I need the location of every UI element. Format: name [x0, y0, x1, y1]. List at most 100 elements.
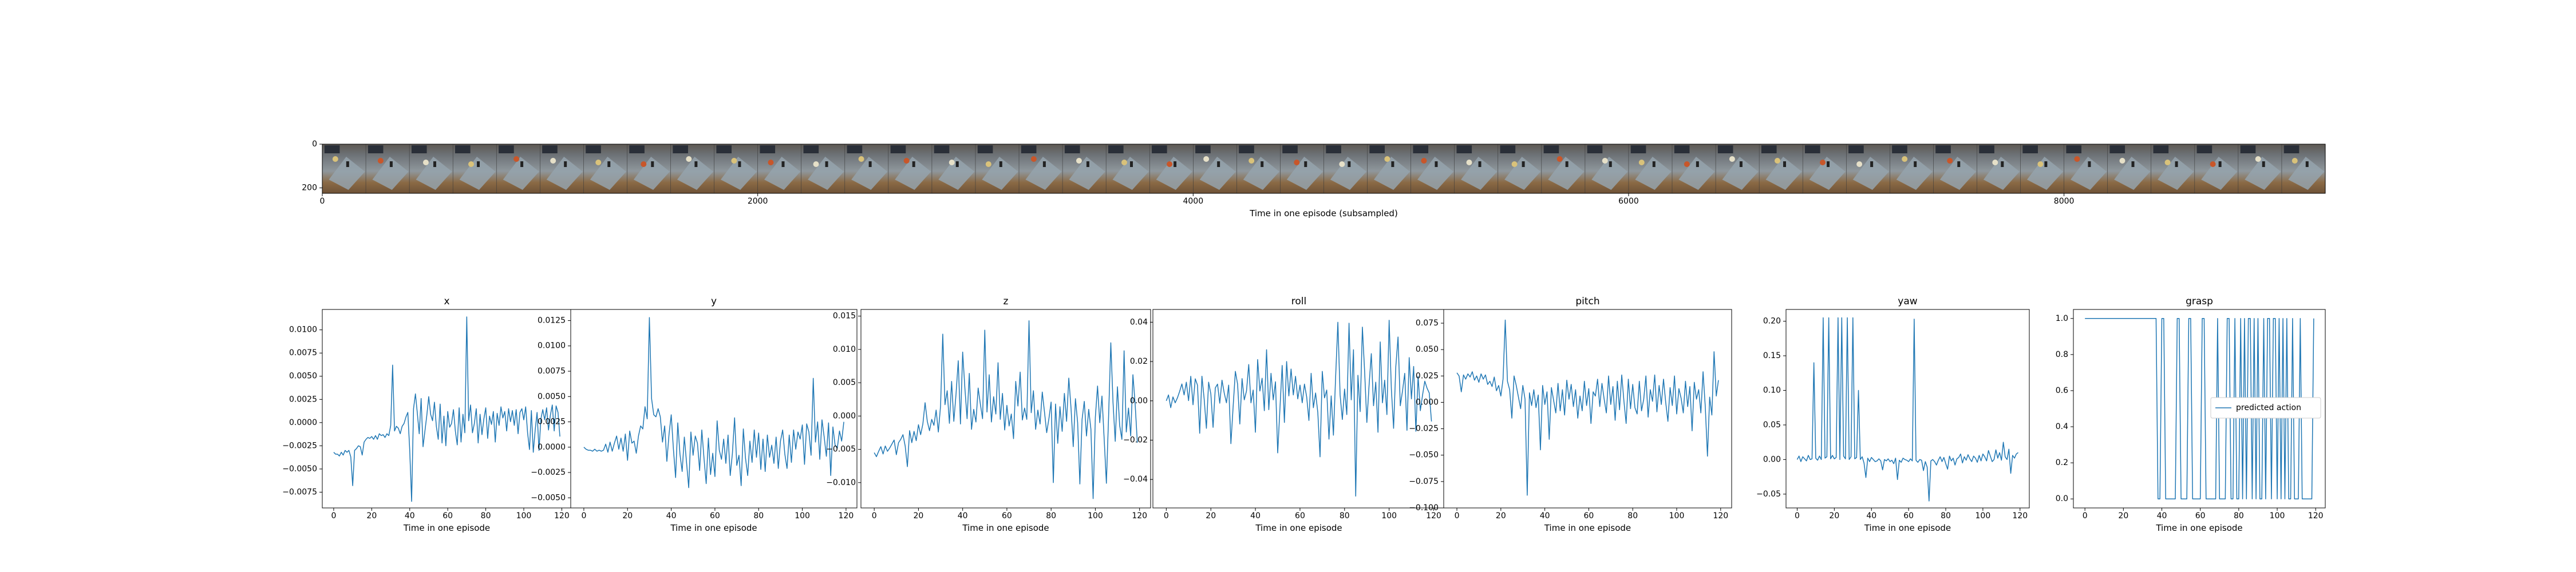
frame-thumbnail	[1890, 144, 1934, 193]
y-tick-label: 0.050	[1416, 345, 1439, 354]
y-tick-label: 0.0050	[289, 372, 317, 381]
frame-thumbnail	[365, 144, 410, 193]
x-tick-label: 120	[2308, 511, 2324, 521]
x-tick-label: 60	[2195, 511, 2206, 521]
frame-thumbnail	[1193, 144, 1237, 193]
x-tick-label: 120	[1132, 511, 1147, 521]
series-line	[1456, 319, 1719, 496]
frame-thumbnail	[2020, 144, 2065, 193]
frame-thumbnail	[844, 144, 889, 193]
frame-thumbnail	[1062, 144, 1107, 193]
strip-x-tick-label: 4000	[1183, 197, 1203, 206]
frame-thumbnail	[540, 144, 584, 193]
subplot-title: roll	[1291, 296, 1306, 307]
x-tick-label: 20	[2118, 511, 2128, 521]
y-tick-label: 1.0	[2056, 314, 2068, 323]
x-tick-label: 20	[1206, 511, 1216, 521]
y-tick-label: 0.04	[1130, 317, 1148, 327]
subplot-title: yaw	[1898, 296, 1917, 307]
frame-thumbnail	[2107, 144, 2152, 193]
x-tick-label: 60	[442, 511, 453, 521]
subplot-title: grasp	[2186, 296, 2213, 307]
x-tick-label: 40	[1866, 511, 1876, 521]
y-tick-label: −0.04	[1123, 475, 1148, 484]
y-tick-label: 0.2	[2056, 458, 2068, 467]
subplot-title: x	[444, 296, 449, 307]
y-tick-label: 0.05	[1763, 420, 1781, 430]
y-tick-label: 0.0100	[538, 341, 566, 351]
frame-thumbnail	[1236, 144, 1281, 193]
x-tick-label: 40	[1250, 511, 1261, 521]
y-tick-label: 0.0000	[289, 418, 317, 427]
x-tick-label: 20	[1829, 511, 1839, 521]
y-tick-label: 0.015	[833, 312, 856, 321]
y-tick-label: −0.0025	[282, 441, 317, 450]
y-tick-label: −0.0050	[282, 464, 317, 474]
strip-y-tick-label: 0	[312, 140, 317, 149]
x-tick-label: 80	[1340, 511, 1350, 521]
y-tick-label: 0.000	[1416, 398, 1439, 407]
frame-thumbnail	[2064, 144, 2108, 193]
x-tick-label: 120	[1426, 511, 1441, 521]
subplot-z: 0 20 40 60 80 100 120 −0.010 −0.005 0.000 0.005 0.0…	[826, 296, 1151, 533]
series-line	[874, 320, 1138, 499]
subplot-pitch: 0 20 40 60 80 100 120−0.100−0.075−0.050−0.0250…	[1409, 296, 1732, 533]
subplots: 0 20 40 60 80 100 120 −0.0075 −0.0050 −0.0025 0.00…	[282, 296, 2326, 533]
x-tick-label: 40	[666, 511, 677, 521]
y-tick-label: −0.010	[826, 478, 856, 487]
frame-thumbnail	[2194, 144, 2239, 193]
x-tick-label: 120	[554, 511, 570, 521]
strip-x-tick-label: 2000	[748, 197, 768, 206]
axes-frame	[1443, 309, 1732, 509]
y-tick-label: 0.0025	[289, 395, 317, 404]
x-tick-label: 0	[581, 511, 586, 521]
x-tick-label: 0	[1164, 511, 1169, 521]
x-tick-label: 0	[2083, 511, 2088, 521]
x-tick-label: 40	[958, 511, 968, 521]
y-tick-label: −0.075	[1409, 477, 1439, 486]
y-tick-label: 0.010	[833, 345, 856, 354]
y-tick-label: 0.025	[1416, 371, 1439, 380]
y-tick-label: 0.00	[1763, 455, 1781, 464]
y-tick-label: 0.0050	[538, 392, 566, 401]
y-tick-label: 0.000	[833, 411, 856, 420]
strip-x-tick-label: 6000	[1618, 197, 1639, 206]
x-axis-label: Time in one episode	[1864, 523, 1951, 533]
subplot-title: y	[711, 296, 717, 307]
x-tick-label: 100	[516, 511, 532, 521]
legend: predicted action	[2210, 397, 2321, 419]
frame-thumbnail	[496, 144, 540, 193]
x-tick-label: 0	[331, 511, 336, 521]
subplot-roll: 0 20 40 60 80 100 120 −0.04 −0.02 0.00 0.02 0.04 rol…	[1123, 296, 1445, 533]
x-tick-label: 80	[1046, 511, 1056, 521]
frame-thumbnail	[583, 144, 627, 193]
x-tick-label: 20	[366, 511, 377, 521]
y-tick-label: −0.0075	[282, 487, 317, 496]
frame-thumbnail	[452, 144, 497, 193]
frame-thumbnail	[1541, 144, 1586, 193]
frame-thumbnail	[1628, 144, 1673, 193]
y-tick-label: −0.0050	[531, 493, 566, 502]
x-tick-label: 120	[1713, 511, 1728, 521]
y-tick-label: −0.025	[1409, 424, 1439, 434]
frame-thumbnail	[757, 144, 802, 193]
axes-frame	[860, 309, 1151, 509]
series-line	[1796, 317, 2018, 502]
x-tick-label: 100	[2270, 511, 2285, 521]
series-line	[333, 316, 560, 502]
x-tick-label: 0	[872, 511, 877, 521]
series-line	[583, 317, 844, 488]
y-tick-label: 0.0075	[538, 367, 566, 376]
frame-thumbnail	[714, 144, 758, 193]
y-tick-label: 0.0025	[538, 418, 566, 427]
y-tick-label: 0.0125	[538, 316, 566, 325]
subplot-title: z	[1003, 296, 1009, 307]
x-tick-label: 80	[481, 511, 491, 521]
frame-thumbnail	[322, 144, 366, 193]
x-axis-label: Time in one episode	[962, 523, 1049, 533]
x-tick-label: 60	[710, 511, 720, 521]
frame-thumbnail	[1846, 144, 1890, 193]
x-tick-label: 40	[1540, 511, 1550, 521]
